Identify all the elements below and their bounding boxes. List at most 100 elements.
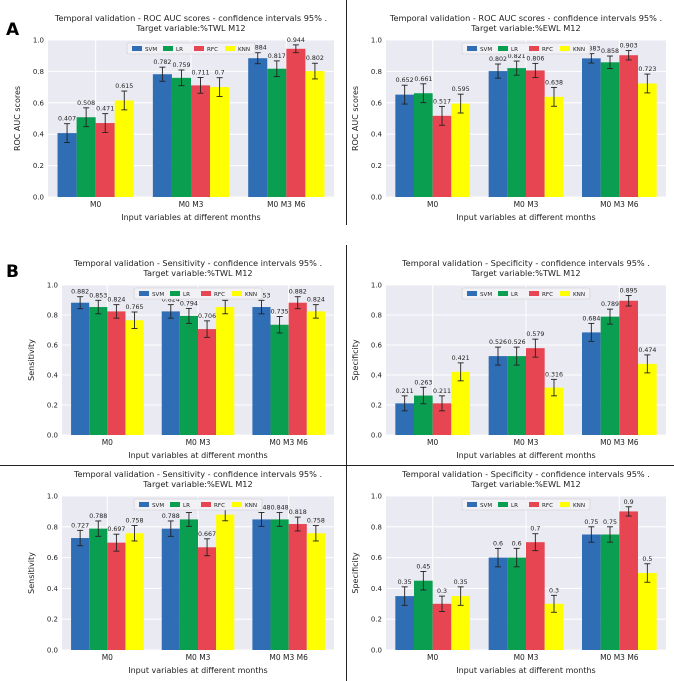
legend-swatch [225,46,235,51]
bar [288,524,307,650]
y-tick-label: 0.8 [47,523,58,531]
legend-swatch [194,46,204,51]
bar [638,83,657,197]
legend-label: SVM [480,292,492,298]
legend-swatch [498,46,508,51]
chart-subtitle: Target variable:%TWL M12 [470,268,580,278]
data-label: 0.884 [249,45,267,52]
y-tick-label: 0.4 [47,585,59,593]
x-axis-label: Input variables at different months [128,451,267,460]
y-tick-label: 0.4 [47,372,59,380]
bar [107,542,126,650]
data-label: 0.508 [77,100,95,107]
bar [414,93,433,197]
legend-label: KNN [245,503,257,509]
data-label: 0.824 [107,297,125,304]
data-label: 0.824 [307,297,325,304]
legend-label: SVM [480,503,492,509]
legend-swatch [170,502,180,507]
legend-swatch [139,502,149,507]
chart-subtitle: Target variable:%TWL M12 [142,268,252,278]
bar [270,324,289,435]
x-axis-label: Input variables at different months [456,213,595,222]
chart-title: Temporal validation - ROC AUC scores - c… [389,13,662,23]
data-label: 0.806 [526,55,544,62]
legend-swatch [560,502,570,507]
panel-label-b: B [6,262,19,282]
legend-label: SVM [152,292,164,298]
y-tick-label: 0.2 [47,616,58,624]
x-tick-label: M0 M3 M6 [267,200,306,209]
data-label: 0.789 [601,301,619,308]
data-label: 0.758 [307,518,325,525]
data-label: 0.638 [545,79,563,86]
data-label: 0.818 [289,509,307,516]
bar [171,77,191,197]
x-tick-label: M0 M3 M6 [600,653,639,662]
vertical-divider-bottom [346,245,347,681]
horizontal-divider [0,465,674,466]
y-axis-label: Specificity [351,552,360,593]
data-label: 0.6 [493,540,503,547]
legend-box [461,42,591,55]
chart-specificity-ewl: Temporal validation - Specificity - conf… [351,469,666,675]
data-label: 0.6 [512,540,522,547]
data-label: 0.735 [271,309,289,316]
bar [638,363,657,435]
data-label: 0.211 [433,388,451,395]
x-tick-label: M0 M3 M6 [600,200,639,209]
bar [619,300,638,435]
legend-swatch [560,291,570,296]
bar [619,55,638,197]
legend-label: KNN [573,292,585,298]
data-label: 0.758 [126,518,144,525]
legend-swatch [529,502,539,507]
data-label: 0.517 [433,98,451,105]
bar [488,557,508,650]
y-tick-label: 0.2 [371,402,382,410]
legend-swatch [132,46,142,51]
data-label: 0.421 [452,355,470,362]
chart-title: Temporal validation - Specificity - conf… [401,258,650,268]
bar [71,302,90,435]
legend-swatch [232,291,242,296]
legend-label: KNN [238,47,250,53]
y-tick-label: 1.0 [371,37,382,45]
bar [114,100,134,197]
data-label: 0.7 [215,70,225,77]
data-label: 0.579 [526,331,544,338]
legend-label: RFC [542,292,553,298]
y-tick-label: 0.0 [371,194,382,202]
y-tick-label: 0.0 [47,432,58,440]
chart-rocauc-twl: Temporal validation - ROC AUC scores - c… [13,13,334,222]
y-axis-label: Specificity [351,339,360,380]
bar [451,596,470,650]
data-label: 0.595 [452,86,470,93]
bar [395,403,414,435]
bar [544,96,564,197]
y-tick-label: 1.0 [371,282,382,290]
legend-label: LR [511,47,518,53]
x-tick-label: M0 [427,438,438,447]
bar [248,58,268,197]
legend-label: RFC [542,503,553,509]
bar [488,356,508,435]
data-label: 0.788 [89,513,107,520]
y-tick-label: 1.0 [47,282,58,290]
bar [306,311,325,435]
legend-label: KNN [573,47,585,53]
legend-swatch [232,502,242,507]
y-tick-label: 1.0 [371,493,382,501]
bar [507,557,526,650]
panel-label-a: A [6,20,20,40]
legend-label: RFC [207,47,218,53]
bar [161,528,180,650]
y-tick-label: 0.2 [33,162,44,170]
data-label: 0.882 [289,289,307,296]
bar [526,542,545,650]
bar [179,519,198,650]
data-label: 0.765 [126,304,144,311]
bar [252,307,271,435]
x-tick-label: M0 M3 [514,653,539,662]
data-label: 0.471 [96,106,114,113]
